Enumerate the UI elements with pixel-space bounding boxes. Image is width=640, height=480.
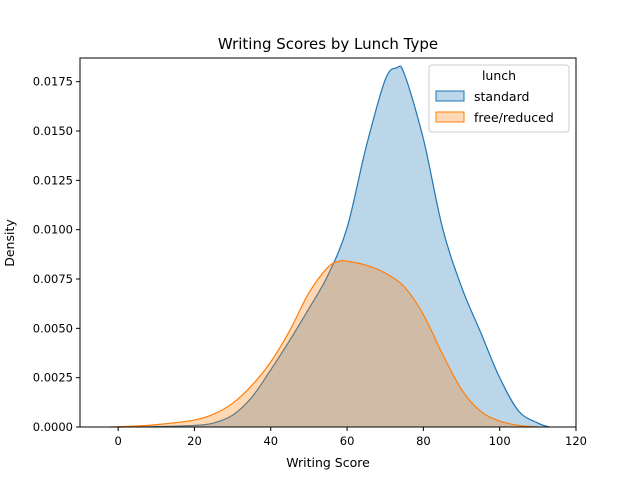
density-line-standard bbox=[118, 65, 550, 428]
density-line-free-reduced bbox=[110, 260, 538, 428]
plot-frame bbox=[79, 57, 577, 428]
legend-label-free-reduced: free/reduced bbox=[474, 110, 554, 125]
y-tick-label: 0.0175 bbox=[33, 75, 73, 89]
y-axis: 0.0000 0.0025 0.0050 0.0075 0.0100 0.0125 0.01… bbox=[33, 75, 80, 434]
y-tick-label: 0.0150 bbox=[33, 124, 73, 138]
x-axis: 0 20 40 60 80 100 120 bbox=[114, 427, 587, 448]
chart-title: Writing Scores by Lunch Type bbox=[218, 35, 438, 53]
legend-swatch-standard bbox=[435, 90, 465, 102]
x-tick-label: 0 bbox=[114, 434, 121, 448]
y-tick-label: 0.0100 bbox=[33, 223, 73, 237]
legend-title: lunch bbox=[482, 68, 516, 83]
y-tick-label: 0.0050 bbox=[33, 321, 73, 335]
x-tick-label: 100 bbox=[489, 434, 511, 448]
density-area-standard bbox=[118, 66, 550, 428]
y-tick-label: 0.0125 bbox=[33, 173, 73, 187]
x-axis-label: Writing Score bbox=[286, 455, 370, 470]
legend-swatch-bg-free-reduced bbox=[436, 112, 464, 122]
y-tick-label: 0.0000 bbox=[33, 420, 73, 434]
x-tick-label: 60 bbox=[340, 434, 355, 448]
legend-label-standard: standard bbox=[474, 89, 529, 104]
density-area-free-reduced bbox=[110, 260, 538, 427]
x-tick-label: 20 bbox=[187, 434, 202, 448]
legend-swatch-free-reduced bbox=[435, 111, 465, 123]
y-tick-label: 0.0025 bbox=[33, 371, 73, 385]
plot-area bbox=[110, 65, 550, 428]
x-tick-label: 40 bbox=[263, 434, 278, 448]
x-tick-label: 120 bbox=[565, 434, 587, 448]
y-axis-label: Density bbox=[2, 219, 17, 267]
legend: lunch standard free/reduced bbox=[428, 64, 570, 133]
y-tick-label: 0.0075 bbox=[33, 272, 73, 286]
x-tick-label: 80 bbox=[416, 434, 431, 448]
legend-swatch-bg-standard bbox=[436, 91, 464, 101]
